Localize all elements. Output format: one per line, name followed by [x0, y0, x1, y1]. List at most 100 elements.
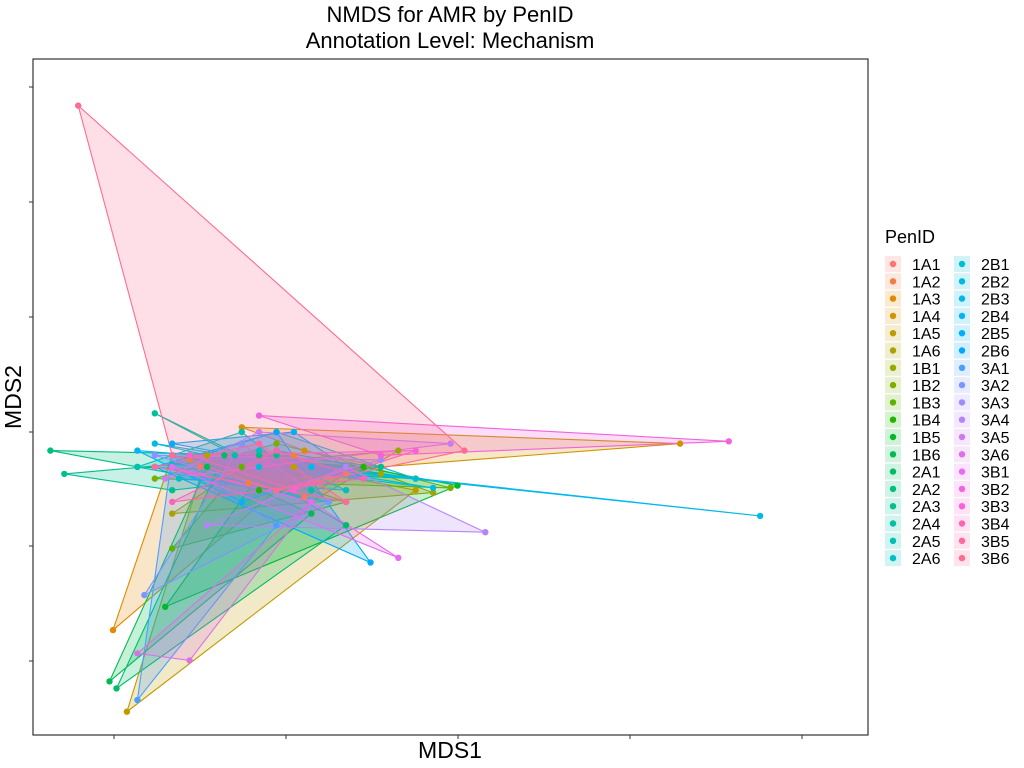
point-3B3-3 [412, 447, 419, 454]
point-2A4-1 [151, 410, 158, 417]
legend-key-dot [889, 347, 897, 354]
point-2B3-2 [308, 463, 315, 471]
legend-key-dot [889, 537, 897, 544]
legend-label: 2B5 [981, 326, 1010, 343]
legend-item-1B3: 1B3 [885, 394, 941, 412]
plot-panel [32, 58, 869, 736]
point-3A5-1 [162, 475, 169, 482]
legend-item-3B4: 3B4 [954, 515, 1010, 534]
legend-label: 1B2 [912, 378, 941, 395]
point-1A4-1 [238, 424, 245, 431]
chart-title: NMDS for AMR by PenID [327, 2, 574, 27]
hulls-layer [50, 103, 761, 714]
hull-2A4 [154, 412, 312, 491]
legend-item-1B4: 1B4 [885, 411, 941, 430]
legend-label: 2A1 [912, 465, 941, 482]
point-1A2-3 [290, 452, 298, 459]
point-2B4-1 [134, 447, 141, 454]
point-1B3-1 [169, 545, 176, 552]
legend-key-dot [889, 485, 897, 493]
legend-key-dot [889, 364, 897, 371]
legend-item-2A6: 2A6 [885, 550, 941, 568]
legend-key-dot [889, 520, 897, 527]
point-3B3-2 [290, 487, 298, 494]
point-2A3-4 [377, 463, 385, 471]
point-3A4-2 [342, 463, 350, 471]
legend-item-1B1: 1B1 [885, 359, 941, 378]
legend-key-dot [958, 364, 966, 371]
point-2B6-3 [367, 559, 374, 566]
legend-label: 3A6 [981, 447, 1010, 464]
hull-2B3 [189, 454, 761, 517]
point-2A5-1 [134, 463, 141, 471]
legend-item-1B6: 1B6 [885, 446, 941, 464]
legend-label: 1A6 [912, 344, 941, 361]
point-2A4-3 [308, 487, 315, 494]
legend-item-3A3: 3A3 [954, 394, 1010, 412]
legend: 1A11A21A31A41A51A61B11B21B31B41B51B62A12… [885, 256, 1010, 568]
legend-label: 3A3 [981, 395, 1010, 412]
point-2B6-2 [273, 428, 280, 436]
legend-key-dot [958, 381, 966, 389]
legend-label: 2B3 [981, 292, 1010, 309]
point-3A5-3 [447, 440, 454, 447]
legend-key-dot [889, 295, 897, 302]
legend-label: 1B5 [912, 430, 941, 447]
legend-item-3B3: 3B3 [954, 498, 1010, 516]
point-2A1-2 [221, 452, 228, 459]
point-1A2-1 [186, 456, 193, 464]
point-3B1-1 [169, 463, 176, 471]
point-1A5-3 [290, 463, 298, 471]
point-3A5-2 [255, 428, 263, 436]
legend-title: PenID [885, 227, 935, 247]
legend-key-dot [958, 416, 966, 423]
point-1B4-3 [360, 463, 367, 471]
point-2B4-2 [238, 498, 245, 506]
legend-label: 3A5 [981, 430, 1010, 447]
point-1A6-4 [429, 489, 437, 496]
legend-item-2A5: 2A5 [885, 532, 941, 551]
point-1A5-4 [412, 487, 419, 494]
hull-3B4 [171, 450, 364, 503]
legend-key-dot [889, 416, 897, 423]
point-1A4-3 [676, 440, 684, 447]
chart-subtitle: Annotation Level: Mechanism [306, 28, 595, 53]
point-3B4-3 [360, 475, 367, 482]
point-1A1-4 [342, 470, 350, 478]
legend-item-3A4: 3A4 [954, 411, 1010, 430]
axis-ticks [29, 86, 803, 739]
point-2B5-2 [290, 428, 298, 436]
point-1A6-3 [377, 470, 385, 478]
legend-key-dot [889, 451, 897, 458]
legend-label: 3B3 [981, 499, 1010, 516]
legend-key-dot [889, 433, 897, 441]
point-3B6-1 [75, 102, 82, 109]
point-3A4-3 [482, 529, 489, 536]
legend-label: 2B6 [981, 344, 1010, 361]
hull-3A6 [136, 501, 312, 661]
legend-key-dot [889, 330, 897, 337]
point-1B4-2 [255, 487, 263, 494]
legend-label: 1B6 [912, 447, 941, 464]
legend-item-2B2: 2B2 [954, 273, 1010, 291]
point-3B1-3 [395, 554, 402, 561]
point-3A3-1 [151, 452, 158, 459]
hull-3B2 [258, 415, 729, 456]
point-3B4-1 [169, 498, 176, 506]
point-1B3-2 [238, 463, 245, 471]
point-3B5-2 [255, 440, 263, 447]
point-3B1-2 [308, 498, 315, 506]
point-2B5-1 [169, 440, 176, 447]
point-1A2-2 [245, 480, 252, 487]
legend-item-2B1: 2B1 [954, 256, 1010, 274]
points-layer [47, 102, 764, 715]
point-3A3-3 [377, 456, 385, 464]
point-3B2-3 [725, 438, 732, 445]
legend-key-dot [958, 312, 966, 320]
legend-key-dot [889, 312, 897, 320]
hull-3B1 [171, 466, 399, 559]
point-3B5-1 [151, 463, 158, 471]
legend-label: 3B4 [981, 517, 1010, 534]
point-1A3-1 [109, 626, 117, 634]
